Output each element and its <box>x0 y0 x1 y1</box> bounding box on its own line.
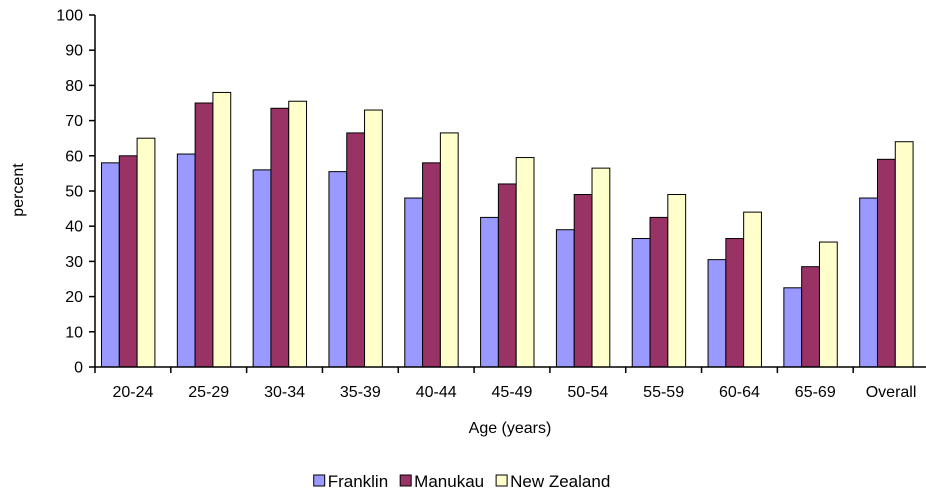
bar-franklin-40-44 <box>404 197 424 368</box>
bar-manukau-40-44 <box>422 162 441 368</box>
x-axis-title: Age (years) <box>469 420 552 437</box>
bar-manukau-50-54 <box>573 194 593 368</box>
bar-new-zealand-60-64 <box>743 211 762 368</box>
bar-new-zealand-25-29 <box>212 91 232 368</box>
y-tick-label: 30 <box>65 254 83 271</box>
bar-new-zealand-65-69 <box>818 241 838 368</box>
y-tick-label: 40 <box>65 219 83 236</box>
bar-manukau-45-49 <box>497 183 517 368</box>
y-axis-title: percent <box>10 163 27 217</box>
y-tick-label: 90 <box>65 43 83 60</box>
bar-franklin-overall <box>859 197 878 368</box>
y-tick-label: 80 <box>65 78 83 95</box>
bar-franklin-50-54 <box>555 229 575 368</box>
bar-manukau-25-29 <box>194 102 214 368</box>
bar-new-zealand-20-24 <box>136 137 156 368</box>
bar-manukau-35-39 <box>346 132 366 368</box>
x-tick-label: 30-34 <box>264 384 305 401</box>
x-tick-label: 50-54 <box>567 384 608 401</box>
bar-new-zealand-45-49 <box>515 157 535 368</box>
bar-franklin-45-49 <box>480 216 499 368</box>
x-tick-label: 55-59 <box>643 384 684 401</box>
bar-new-zealand-overall <box>894 141 914 368</box>
x-tick-label: 60-64 <box>719 384 760 401</box>
y-tick-label: 60 <box>65 148 83 165</box>
bar-manukau-55-59 <box>649 216 669 368</box>
y-ticks: 0 10 20 30 40 50 60 70 80 90 100 <box>56 8 95 377</box>
bar-franklin-65-69 <box>783 287 803 368</box>
bar-franklin-20-24 <box>101 162 120 368</box>
legend-swatch-manukau <box>399 474 412 487</box>
y-tick-label: 50 <box>65 184 83 201</box>
bar-manukau-20-24 <box>118 155 138 368</box>
legend-swatch-new-zealand <box>495 474 508 487</box>
x-tick-label: 35-39 <box>340 384 381 401</box>
y-tick-label: 100 <box>56 8 83 25</box>
y-tick-label: 70 <box>65 113 83 130</box>
bar-franklin-30-34 <box>252 169 272 368</box>
y-tick-label: 0 <box>74 360 83 377</box>
x-ticks: 20-24 25-29 30-34 35-39 40-44 45-49 50-54 55-59… <box>94 367 917 401</box>
legend-label-manukau: Manukau <box>414 472 484 491</box>
bar-manukau-60-64 <box>725 238 745 368</box>
bar-manukau-30-34 <box>270 107 290 368</box>
y-tick-label: 20 <box>65 289 83 306</box>
y-tick-label: 10 <box>65 324 83 341</box>
legend: Franklin Manukau New Zealand <box>313 472 610 491</box>
legend-label-franklin: Franklin <box>328 472 388 491</box>
bar-new-zealand-50-54 <box>591 167 611 368</box>
bar-franklin-55-59 <box>631 238 651 368</box>
bar-franklin-35-39 <box>328 171 348 368</box>
bar-manukau-overall <box>876 158 896 368</box>
legend-swatch-franklin <box>313 474 326 487</box>
bar-new-zealand-40-44 <box>439 132 459 368</box>
bar-franklin-60-64 <box>707 259 727 368</box>
x-tick-label: 45-49 <box>492 384 533 401</box>
x-tick-label: 25-29 <box>188 384 229 401</box>
x-tick-label: 20-24 <box>112 384 153 401</box>
x-tick-label: Overall <box>866 384 917 401</box>
bar-new-zealand-35-39 <box>364 109 383 368</box>
bars-layer <box>101 91 914 368</box>
x-tick-label: 65-69 <box>795 384 836 401</box>
bar-new-zealand-55-59 <box>667 194 687 368</box>
x-tick-label: 40-44 <box>416 384 457 401</box>
bar-franklin-25-29 <box>176 153 196 368</box>
legend-label-new-zealand: New Zealand <box>510 472 610 491</box>
bar-new-zealand-30-34 <box>288 100 308 368</box>
bar-manukau-65-69 <box>801 266 820 368</box>
